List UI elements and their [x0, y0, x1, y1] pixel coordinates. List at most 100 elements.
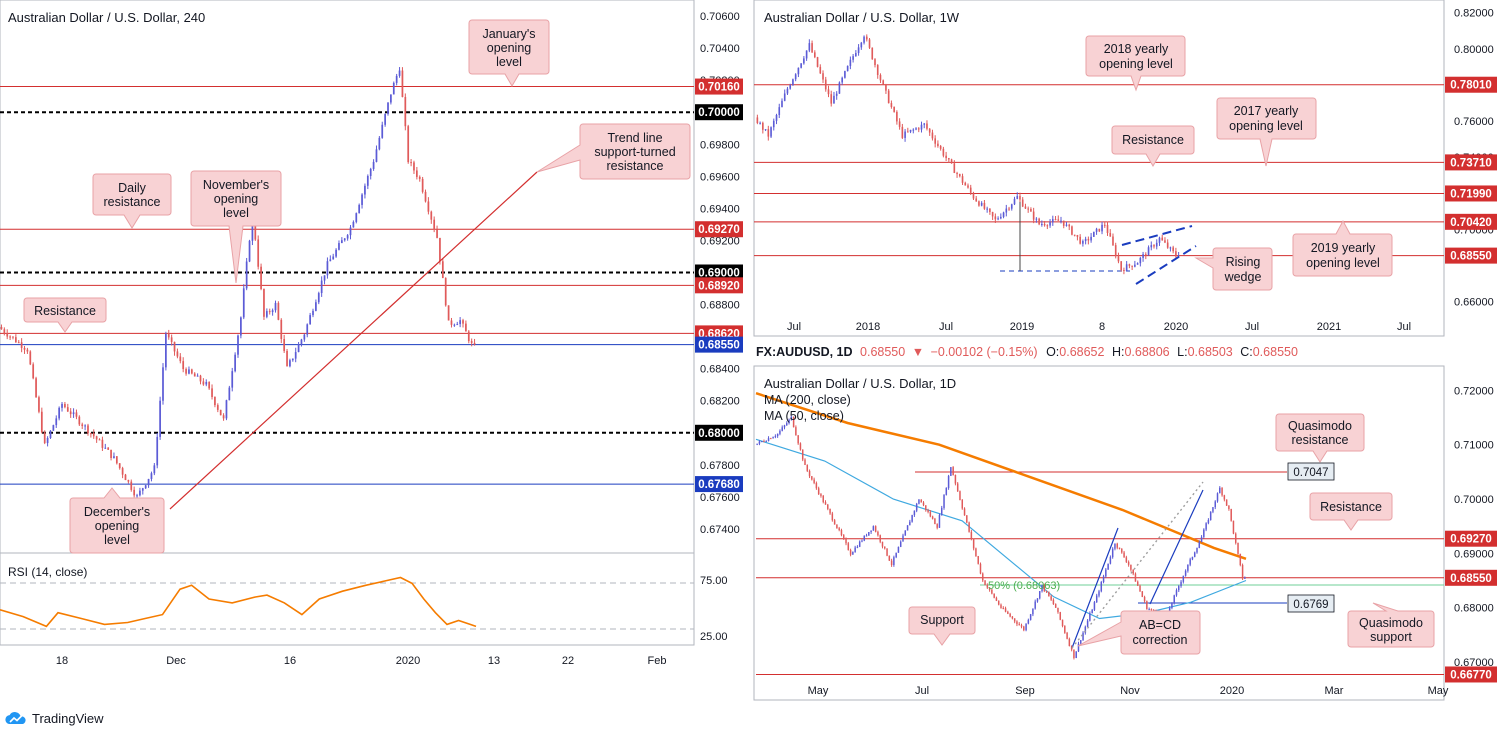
weekly-candle[interactable]	[1109, 232, 1112, 237]
weekly-candle[interactable]	[950, 159, 953, 164]
daily-candle[interactable]	[1093, 602, 1096, 610]
daily-candle[interactable]	[1013, 618, 1016, 622]
h4-candle[interactable]	[271, 310, 274, 313]
weekly-candle[interactable]	[926, 123, 928, 129]
daily-candle[interactable]	[1016, 621, 1018, 625]
h4-candle[interactable]	[265, 311, 268, 317]
daily-candle[interactable]	[1004, 608, 1007, 612]
daily-candle[interactable]	[966, 515, 968, 523]
h4-candle[interactable]	[144, 485, 147, 489]
daily-candle[interactable]	[801, 449, 804, 460]
weekly-candle[interactable]	[827, 89, 830, 95]
weekly-candle[interactable]	[948, 158, 950, 160]
weekly-candle[interactable]	[824, 79, 827, 90]
daily-candle[interactable]	[1127, 561, 1130, 565]
weekly-candle[interactable]	[904, 131, 906, 138]
h4-candle[interactable]	[453, 324, 456, 326]
h4-candle[interactable]	[92, 433, 95, 437]
daily-candle[interactable]	[915, 503, 918, 511]
h4-candle[interactable]	[167, 333, 170, 338]
note-quasimodo-support[interactable]: Quasimodo support	[1347, 602, 1435, 648]
callout-0-7047[interactable]: 0.7047	[1287, 462, 1335, 481]
weekly-candle[interactable]	[1169, 247, 1172, 249]
weekly-candle[interactable]	[871, 47, 874, 60]
weekly-candle[interactable]	[896, 111, 898, 122]
weekly-candle[interactable]	[879, 74, 882, 81]
weekly-candle[interactable]	[939, 146, 942, 149]
h4-candle[interactable]	[219, 409, 222, 416]
weekly-candle[interactable]	[980, 202, 983, 206]
h4-candle[interactable]	[242, 288, 245, 318]
daily-candle[interactable]	[842, 535, 845, 539]
h4-candle[interactable]	[95, 436, 98, 440]
h4-candle[interactable]	[366, 175, 369, 186]
h4-candle[interactable]	[456, 324, 459, 326]
daily-candle[interactable]	[824, 502, 827, 505]
weekly-candle[interactable]	[1093, 231, 1095, 237]
h4-candle[interactable]	[202, 381, 205, 385]
daily-candle[interactable]	[947, 475, 950, 489]
daily-candle[interactable]	[865, 535, 868, 537]
weekly-candle[interactable]	[830, 94, 833, 104]
weekly-candle[interactable]	[1095, 228, 1098, 232]
weekly-candle[interactable]	[1060, 220, 1062, 222]
daily-candle[interactable]	[886, 548, 888, 556]
weekly-candle[interactable]	[1117, 256, 1120, 262]
h4-candle[interactable]	[17, 342, 20, 344]
h4-candle[interactable]	[343, 238, 346, 241]
daily-candle[interactable]	[1050, 596, 1052, 600]
h4-candle[interactable]	[404, 96, 407, 127]
daily-candle[interactable]	[1020, 625, 1023, 627]
daily-candle[interactable]	[779, 430, 781, 434]
weekly-candle[interactable]	[945, 155, 947, 159]
weekly-candle[interactable]	[1068, 224, 1071, 227]
daily-candle[interactable]	[833, 520, 836, 525]
note-trendline[interactable]: Trend line support-turned resistance	[536, 123, 691, 180]
weekly-candle[interactable]	[1051, 219, 1054, 223]
callout-0-6769[interactable]: 0.6769	[1287, 594, 1335, 613]
weekly-candle[interactable]	[923, 123, 926, 125]
h4-candle[interactable]	[413, 162, 415, 171]
weekly-candle[interactable]	[813, 52, 816, 58]
h4-candle[interactable]	[436, 229, 438, 238]
weekly-candle[interactable]	[1057, 219, 1060, 221]
daily-candle[interactable]	[954, 475, 957, 484]
weekly-candle[interactable]	[775, 114, 778, 121]
daily-candle[interactable]	[1052, 599, 1055, 605]
weekly-candle[interactable]	[1024, 206, 1027, 209]
daily-candle[interactable]	[956, 483, 959, 492]
h4-candle[interactable]	[188, 369, 190, 374]
h4-candle[interactable]	[297, 344, 300, 353]
weekly-candle[interactable]	[890, 103, 893, 108]
daily-candle[interactable]	[1018, 624, 1020, 626]
h4-candle[interactable]	[340, 240, 343, 244]
h4-candle[interactable]	[136, 495, 138, 497]
weekly-candle[interactable]	[1153, 245, 1155, 247]
daily-candle[interactable]	[1102, 576, 1105, 583]
h4-candle[interactable]	[156, 436, 159, 466]
weekly-candle[interactable]	[1030, 209, 1032, 212]
h4-candle[interactable]	[133, 489, 136, 496]
daily-candle[interactable]	[970, 531, 973, 539]
h4-candle[interactable]	[121, 468, 124, 475]
daily-candle[interactable]	[979, 563, 982, 574]
h4-candle[interactable]	[378, 137, 381, 150]
weekly-candle[interactable]	[1090, 236, 1092, 241]
daily-candle[interactable]	[911, 515, 913, 522]
h4-candle[interactable]	[260, 266, 262, 290]
daily-candle[interactable]	[890, 560, 893, 565]
weekly-candle[interactable]	[759, 122, 761, 124]
h4-candle[interactable]	[165, 333, 167, 368]
h4-candle[interactable]	[6, 333, 9, 337]
weekly-candle[interactable]	[1103, 224, 1106, 226]
h4-candle[interactable]	[52, 425, 55, 431]
daily-candle[interactable]	[943, 494, 945, 508]
h4-candle[interactable]	[15, 337, 17, 343]
h4-candle[interactable]	[107, 447, 110, 450]
daily-candle[interactable]	[906, 525, 909, 531]
weekly-candle[interactable]	[1016, 196, 1019, 199]
h4-candle[interactable]	[294, 352, 297, 359]
weekly-candle[interactable]	[1035, 218, 1038, 220]
daily-candle[interactable]	[993, 593, 995, 598]
